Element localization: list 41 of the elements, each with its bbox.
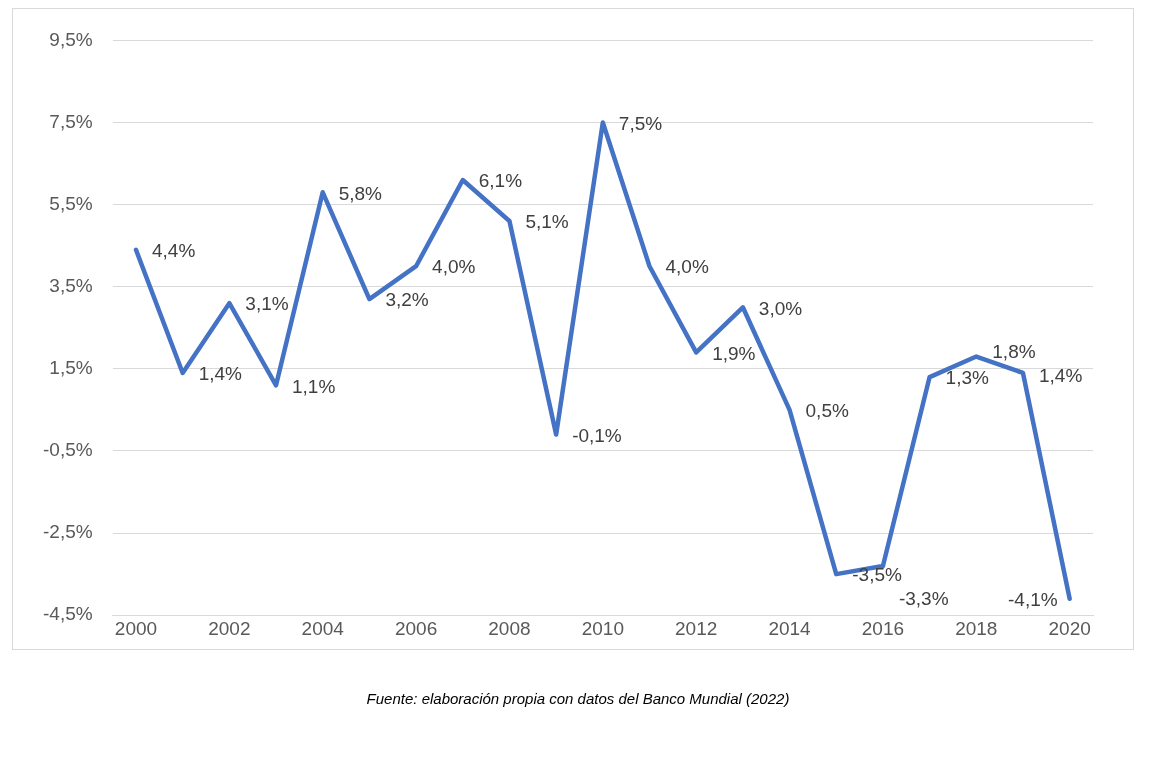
x-tick-label: 2018 [955,617,998,639]
x-tick-label: 2006 [394,617,438,639]
data-label: 1,8% [992,341,1036,363]
data-label: 7,5% [618,112,663,134]
x-tick-label: 2004 [301,617,345,639]
x-tick-label: 2010 [581,617,624,639]
data-label: 3,1% [245,293,289,315]
data-label: 3,0% [758,297,803,319]
x-tick-label: 2008 [488,617,531,639]
source-note: Fuente: elaboración propia con datos del Banco Mundial (2022) [365,690,791,707]
data-label: -0,1% [572,424,622,446]
data-label: 5,1% [525,211,569,233]
data-label: 6,1% [478,170,523,192]
y-tick-label: 5,5% [49,192,93,214]
data-label: 3,2% [385,289,429,311]
data-label: 1,4% [198,363,243,385]
y-tick-label: 7,5% [49,110,93,132]
x-tick-label: 2016 [861,617,905,639]
x-tick-label: 2014 [768,617,812,639]
x-tick-label: 2020 [1048,617,1091,639]
data-label: 1,3% [945,367,990,389]
data-label: 4,0% [665,256,709,278]
y-tick-label: 3,5% [49,274,93,296]
x-tick-label: 2012 [675,617,718,639]
y-tick-label: -2,5% [42,521,93,543]
y-tick-label: 9,5% [49,28,93,50]
y-tick-label: 1,5% [49,357,93,379]
data-label: 1,4% [1038,365,1083,387]
data-label: 0,5% [805,400,849,422]
x-tick-label: 2000 [114,617,158,639]
y-tick-label: -0,5% [42,439,93,461]
y-tick-label: -4,5% [42,603,93,625]
data-label: -3,5% [852,564,902,586]
data-label: -4,1% [1008,589,1058,611]
data-label: 1,9% [712,342,756,364]
data-label: 5,8% [338,182,383,204]
data-label: 4,0% [432,256,476,278]
x-tick-label: 2002 [208,617,251,639]
data-label: 1,1% [292,375,336,397]
data-label: -3,3% [898,588,949,610]
data-label: 4,4% [151,240,196,262]
